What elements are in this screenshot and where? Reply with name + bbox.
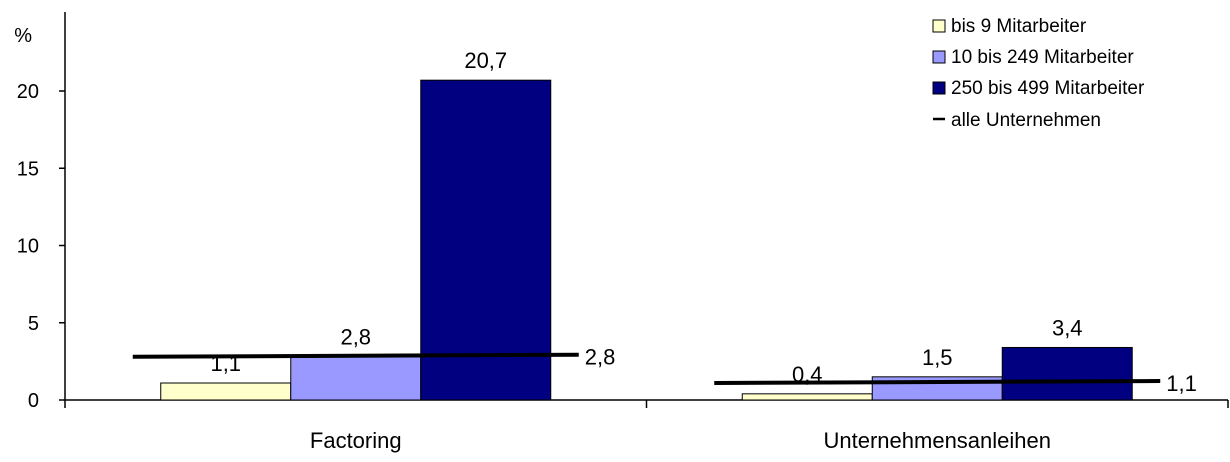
bar: [290, 356, 422, 401]
legend-label: bis 9 Mitarbeiter: [951, 16, 1087, 37]
data-labels: 1,1 2,8 20,7 2,8 0,4 1,5 3,4 1,1: [210, 48, 1196, 396]
bar-value-label: 1,1: [210, 351, 241, 376]
legend-swatch: [932, 50, 946, 64]
legend-swatch: [932, 81, 946, 95]
legend-label: alle Unternehmen: [951, 110, 1101, 131]
y-tick-label: 0: [28, 390, 39, 412]
category-label: Unternehmensanleihen: [824, 428, 1052, 453]
bar: [1001, 346, 1133, 401]
y-tick-label: 5: [28, 313, 39, 335]
reference-lines: [132, 352, 1161, 386]
y-tick-label: 20: [17, 81, 39, 103]
reference-value-label: 1,1: [1166, 371, 1197, 396]
legend-label: 10 bis 249 Mitarbeiter: [951, 47, 1134, 68]
bar-value-label: 1,5: [922, 345, 953, 370]
bar-value-label: 20,7: [464, 48, 507, 73]
bar-value-label: 2,8: [340, 325, 371, 350]
reference-line: [132, 352, 579, 359]
legend-label: 250 bis 499 Mitarbeiter: [951, 78, 1145, 99]
y-tick-label: 15: [17, 158, 39, 180]
bar-value-label: 0,4: [792, 362, 823, 387]
legend: bis 9 Mitarbeiter 10 bis 249 Mitarbeiter 2…: [932, 16, 1145, 131]
y-tick-label: 10: [17, 236, 39, 258]
bar-value-label: 3,4: [1052, 315, 1083, 340]
category-label: Factoring: [310, 428, 402, 453]
bar: [741, 393, 873, 401]
y-axis-label: %: [14, 25, 32, 47]
bar: [420, 79, 552, 401]
reference-value-label: 2,8: [585, 345, 616, 370]
legend-swatch: [932, 19, 946, 33]
bars: [160, 79, 1133, 401]
reference-line: [714, 379, 1161, 386]
bar: [160, 382, 292, 401]
